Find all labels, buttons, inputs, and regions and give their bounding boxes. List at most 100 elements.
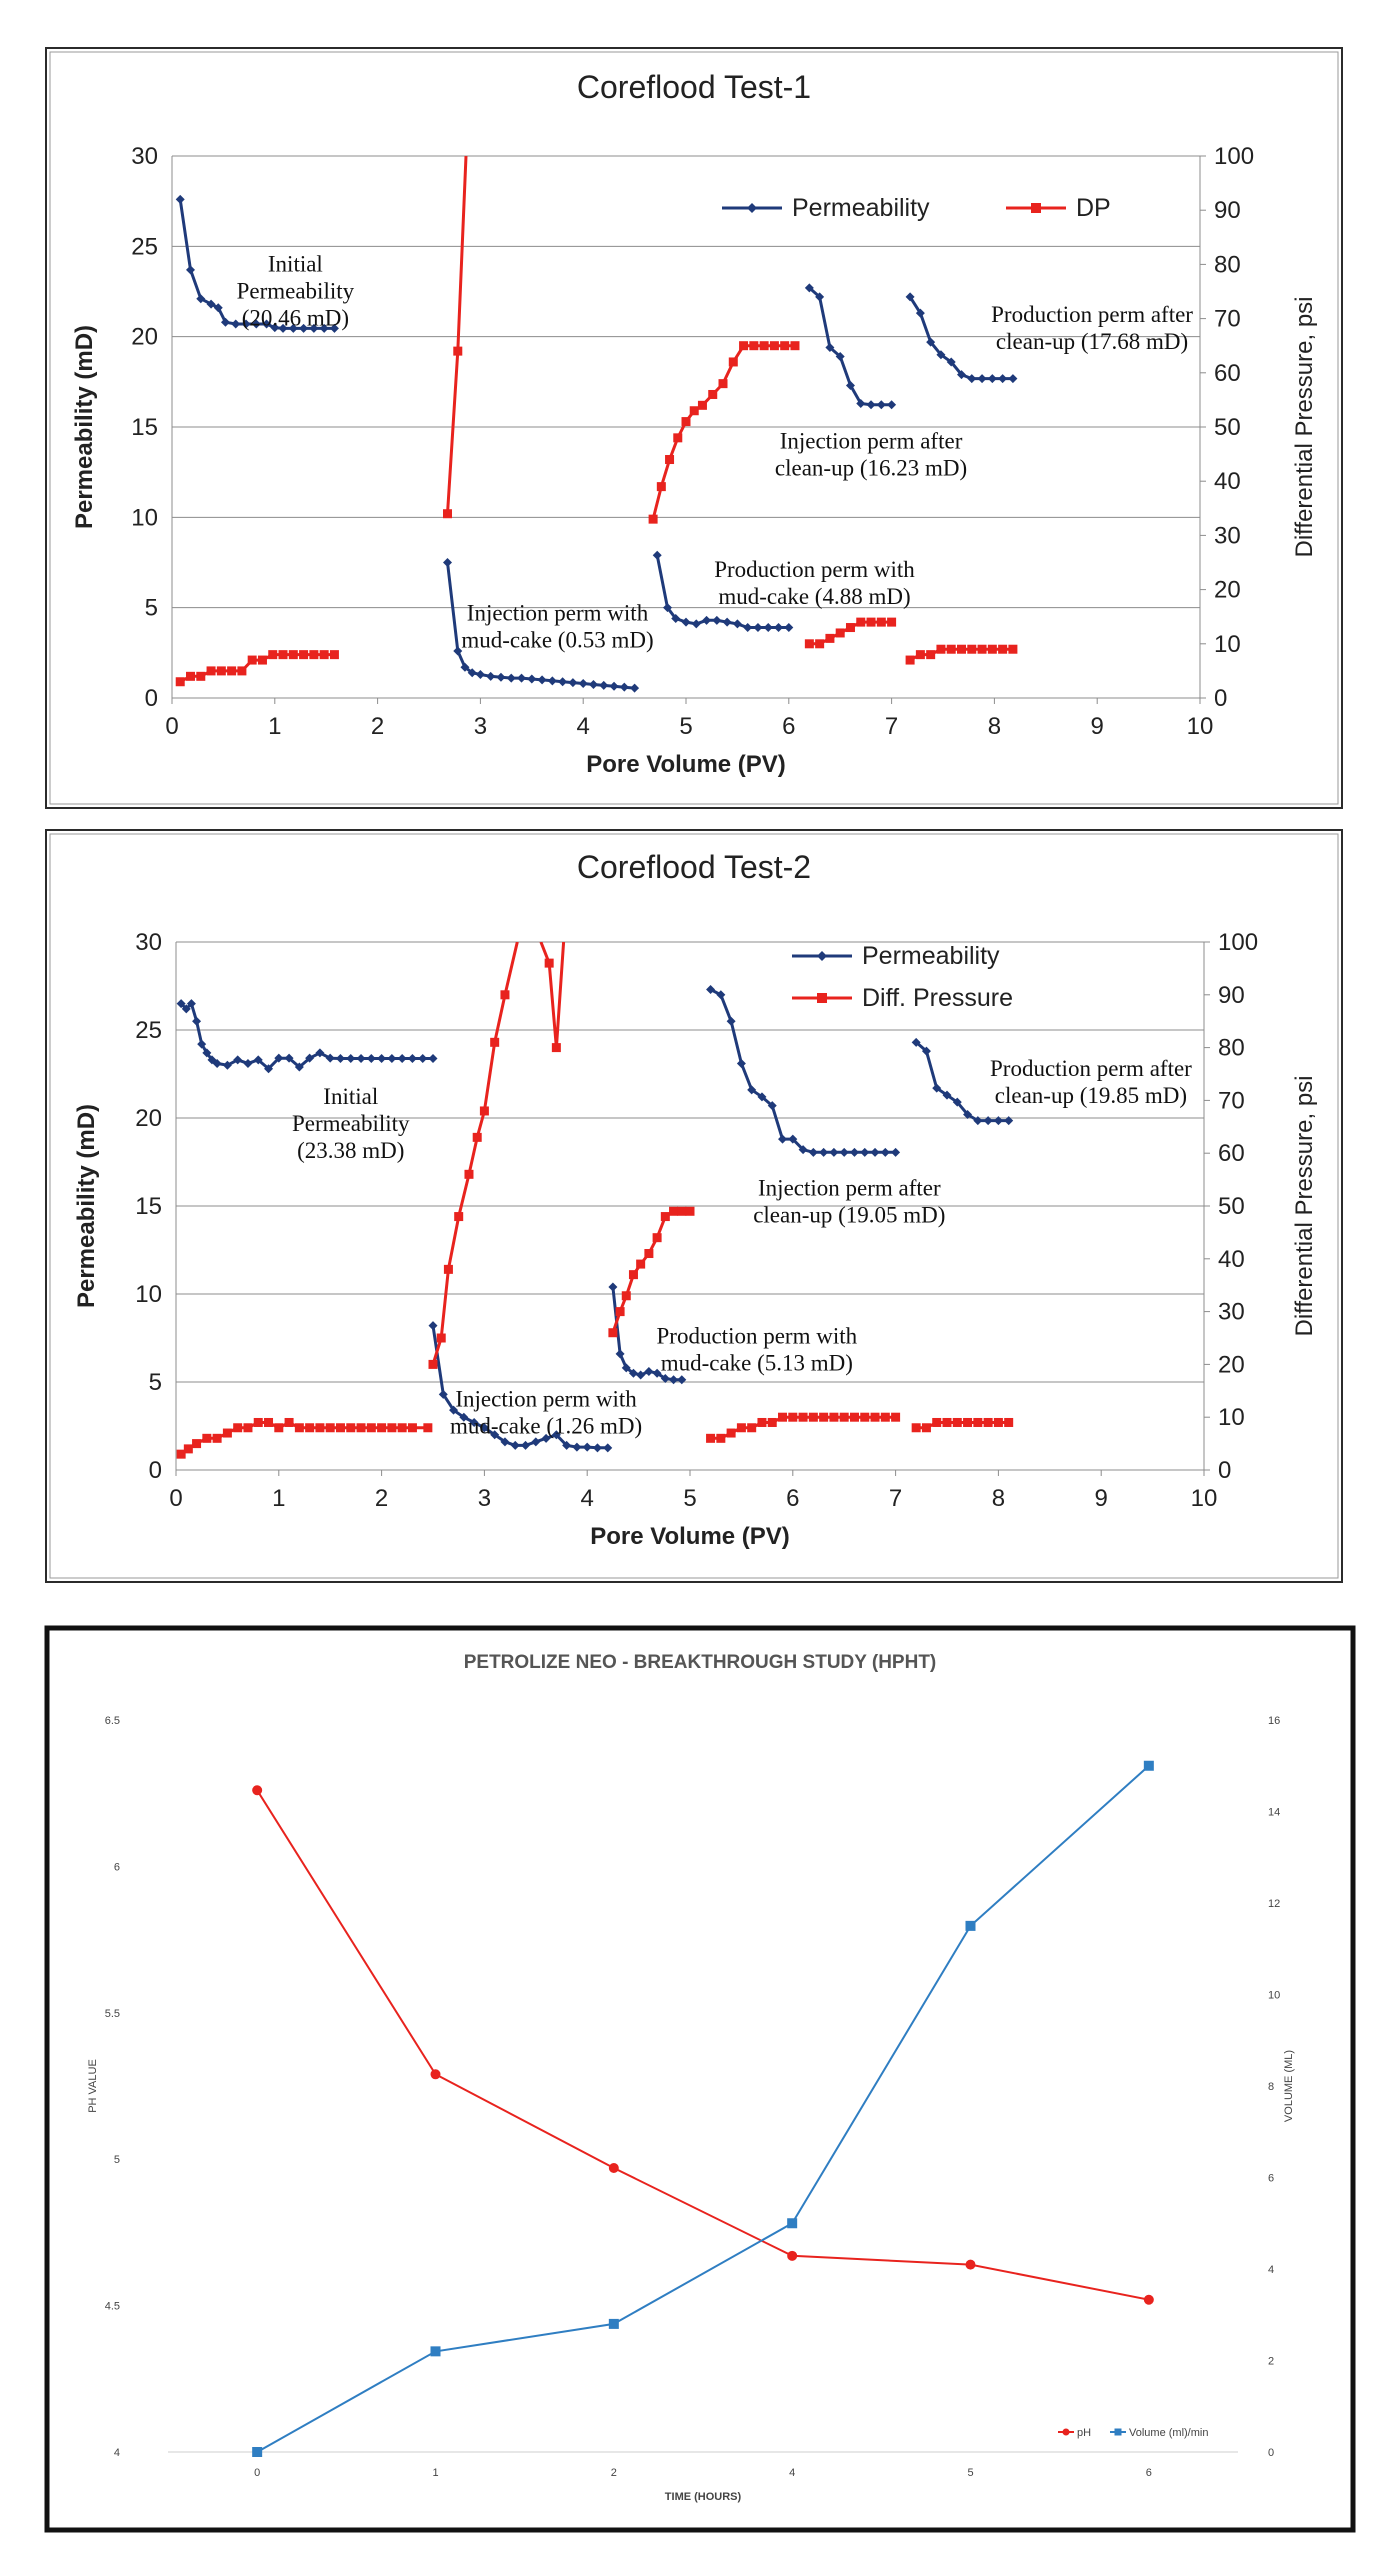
y2-tick-label: 8 [1268, 2081, 1274, 2093]
data-point [207, 1055, 217, 1065]
data-point [500, 990, 510, 1000]
data-point [592, 1443, 602, 1453]
y-tick-label: 5 [149, 1369, 162, 1396]
data-point [608, 1328, 618, 1338]
data-point [915, 650, 925, 660]
data-point [763, 623, 773, 633]
data-point [932, 1417, 942, 1427]
data-point [757, 1092, 767, 1102]
data-point [788, 1412, 798, 1422]
data-point [973, 1417, 983, 1427]
chart-title: Coreflood Test-2 [577, 849, 811, 885]
y2-tick-label: 70 [1214, 306, 1241, 333]
data-point [186, 671, 196, 681]
y2-axis-title: Differential Pressure, psi [1291, 297, 1318, 558]
data-point [993, 1116, 1003, 1126]
data-point [880, 1412, 890, 1422]
data-point [808, 1412, 818, 1422]
data-point [387, 1054, 397, 1064]
data-point [430, 2069, 441, 2080]
data-point [608, 2162, 619, 2173]
data-point [608, 1282, 618, 1292]
y-tick-label: 0 [149, 1457, 162, 1484]
data-point [716, 1433, 726, 1443]
data-point [856, 617, 866, 627]
y2-tick-label: 20 [1218, 1351, 1245, 1378]
annotation-text: (20.46 mD) [242, 306, 349, 331]
data-point [839, 1147, 849, 1157]
data-point [804, 639, 814, 649]
data-point [356, 1054, 366, 1064]
data-point [677, 1206, 687, 1216]
data-point [749, 341, 759, 351]
data-point [987, 644, 997, 654]
data-point [808, 1147, 818, 1157]
data-point [769, 341, 779, 351]
data-point [887, 617, 897, 627]
data-point [181, 1004, 191, 1014]
data-point [829, 1147, 839, 1157]
data-point [716, 990, 726, 1000]
annotation-text: mud-cake (5.13 mD) [661, 1350, 853, 1375]
data-point [876, 617, 886, 627]
annotation-text: mud-cake (0.53 mD) [461, 627, 653, 652]
chart-inner-frame [49, 833, 1339, 1579]
data-point [736, 1423, 746, 1433]
series-line-segment [651, 344, 795, 520]
data-point [253, 1417, 263, 1427]
legend-label: pH [1077, 2427, 1091, 2439]
data-point [479, 1106, 489, 1116]
data-point [702, 615, 712, 625]
data-point [216, 666, 226, 676]
y2-tick-label: 10 [1214, 631, 1241, 658]
legend-swatch-marker [817, 993, 827, 1003]
data-point [778, 1412, 788, 1422]
x-tick-label: 3 [474, 713, 487, 740]
data-point [288, 323, 298, 333]
y-axis-title: Permeability (mD) [73, 1104, 100, 1308]
data-point [963, 1417, 973, 1427]
legend-swatch-marker [747, 203, 757, 213]
data-point [876, 400, 886, 410]
x-tick-label: 3 [478, 1485, 491, 1512]
data-point [305, 1423, 315, 1433]
data-point [262, 319, 272, 329]
data-point [835, 628, 845, 638]
data-point [911, 1423, 921, 1433]
data-point [685, 1206, 695, 1216]
data-point [856, 399, 866, 409]
data-point [397, 1054, 407, 1064]
y2-tick-label: 2 [1268, 2356, 1274, 2368]
data-point [496, 672, 506, 682]
data-point [983, 1417, 993, 1427]
data-point [531, 1437, 541, 1447]
data-point [798, 1412, 808, 1422]
data-point [315, 1048, 325, 1058]
data-point [222, 1060, 232, 1070]
data-point [346, 1054, 356, 1064]
y2-axis-title: Differential Pressure, psi [1291, 1076, 1318, 1337]
data-point [252, 1785, 263, 1796]
chart-inner-frame [49, 51, 1339, 805]
x-tick-label: 1 [432, 2467, 438, 2479]
y2-tick-label: 100 [1214, 143, 1254, 170]
data-point [706, 985, 716, 995]
x-tick-label: 4 [577, 713, 590, 740]
data-point [241, 319, 251, 329]
data-point [860, 1412, 870, 1422]
data-point [722, 617, 732, 627]
y2-tick-label: 30 [1218, 1299, 1245, 1326]
y2-tick-label: 80 [1214, 251, 1241, 278]
x-tick-label: 0 [169, 1485, 182, 1512]
data-point [870, 1412, 880, 1422]
y-tick-label: 6.5 [105, 1715, 120, 1727]
y-tick-label: 25 [131, 233, 158, 260]
data-point [747, 1423, 757, 1433]
data-point [691, 619, 701, 629]
chart-title: PETROLIZE NEO - BREAKTHROUGH STUDY (HPHT… [464, 1652, 937, 1673]
data-point [652, 1233, 662, 1243]
data-point [780, 341, 790, 351]
y-tick-label: 5 [114, 2154, 120, 2166]
x-tick-label: 6 [786, 1485, 799, 1512]
data-point [660, 1212, 670, 1222]
